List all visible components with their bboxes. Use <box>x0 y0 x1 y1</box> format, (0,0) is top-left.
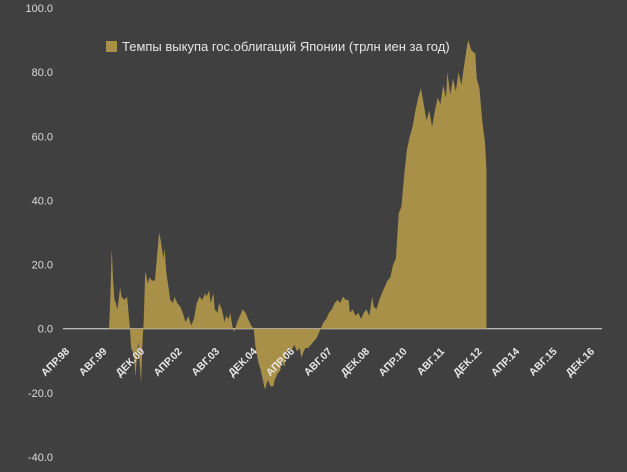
x-tick-label: АПР.14 <box>489 346 522 379</box>
x-tick-label: АПР.02 <box>151 346 184 379</box>
x-tick-label: ДЕК.16 <box>564 346 598 380</box>
y-tick-label: 40.0 <box>32 195 53 207</box>
y-tick-label: 20.0 <box>32 260 53 272</box>
x-tick-label: АВГ.15 <box>527 346 560 379</box>
x-tick-label: ДЕК.00 <box>114 346 148 380</box>
x-tick-label: АВГ.11 <box>415 346 448 379</box>
x-axis: АПР.98 АВГ.99 ДЕК.00 АПР.02 АВГ.03 ДЕК.04 АПР.… <box>39 346 597 380</box>
x-tick-label: ДЕК.04 <box>226 346 260 380</box>
legend-label: Темпы выкупа гос.облигаций Японии (трлн … <box>122 39 450 54</box>
y-tick-label: -20.0 <box>28 388 53 400</box>
x-tick-label: ДЕК.12 <box>451 346 485 380</box>
x-tick-label: ДЕК.08 <box>339 346 373 380</box>
y-tick-label: 100.0 <box>25 3 53 15</box>
x-tick-label: АПР.10 <box>376 346 409 379</box>
y-tick-label: 80.0 <box>32 67 53 79</box>
x-tick-label: АПР.98 <box>39 346 72 379</box>
area-series <box>106 40 487 390</box>
y-tick-label: -40.0 <box>28 452 53 464</box>
legend: Темпы выкупа гос.облигаций Японии (трлн … <box>106 39 450 54</box>
x-tick-label: АВГ.07 <box>302 346 335 379</box>
y-axis: 100.0 80.0 60.0 40.0 20.0 0.0 -20.0 -40.0 <box>25 3 53 464</box>
y-tick-label: 0.0 <box>38 324 53 336</box>
legend-swatch <box>106 41 117 52</box>
x-tick-label: АВГ.03 <box>189 346 222 379</box>
y-tick-label: 60.0 <box>32 131 53 143</box>
x-tick-label: АВГ.99 <box>77 346 110 379</box>
